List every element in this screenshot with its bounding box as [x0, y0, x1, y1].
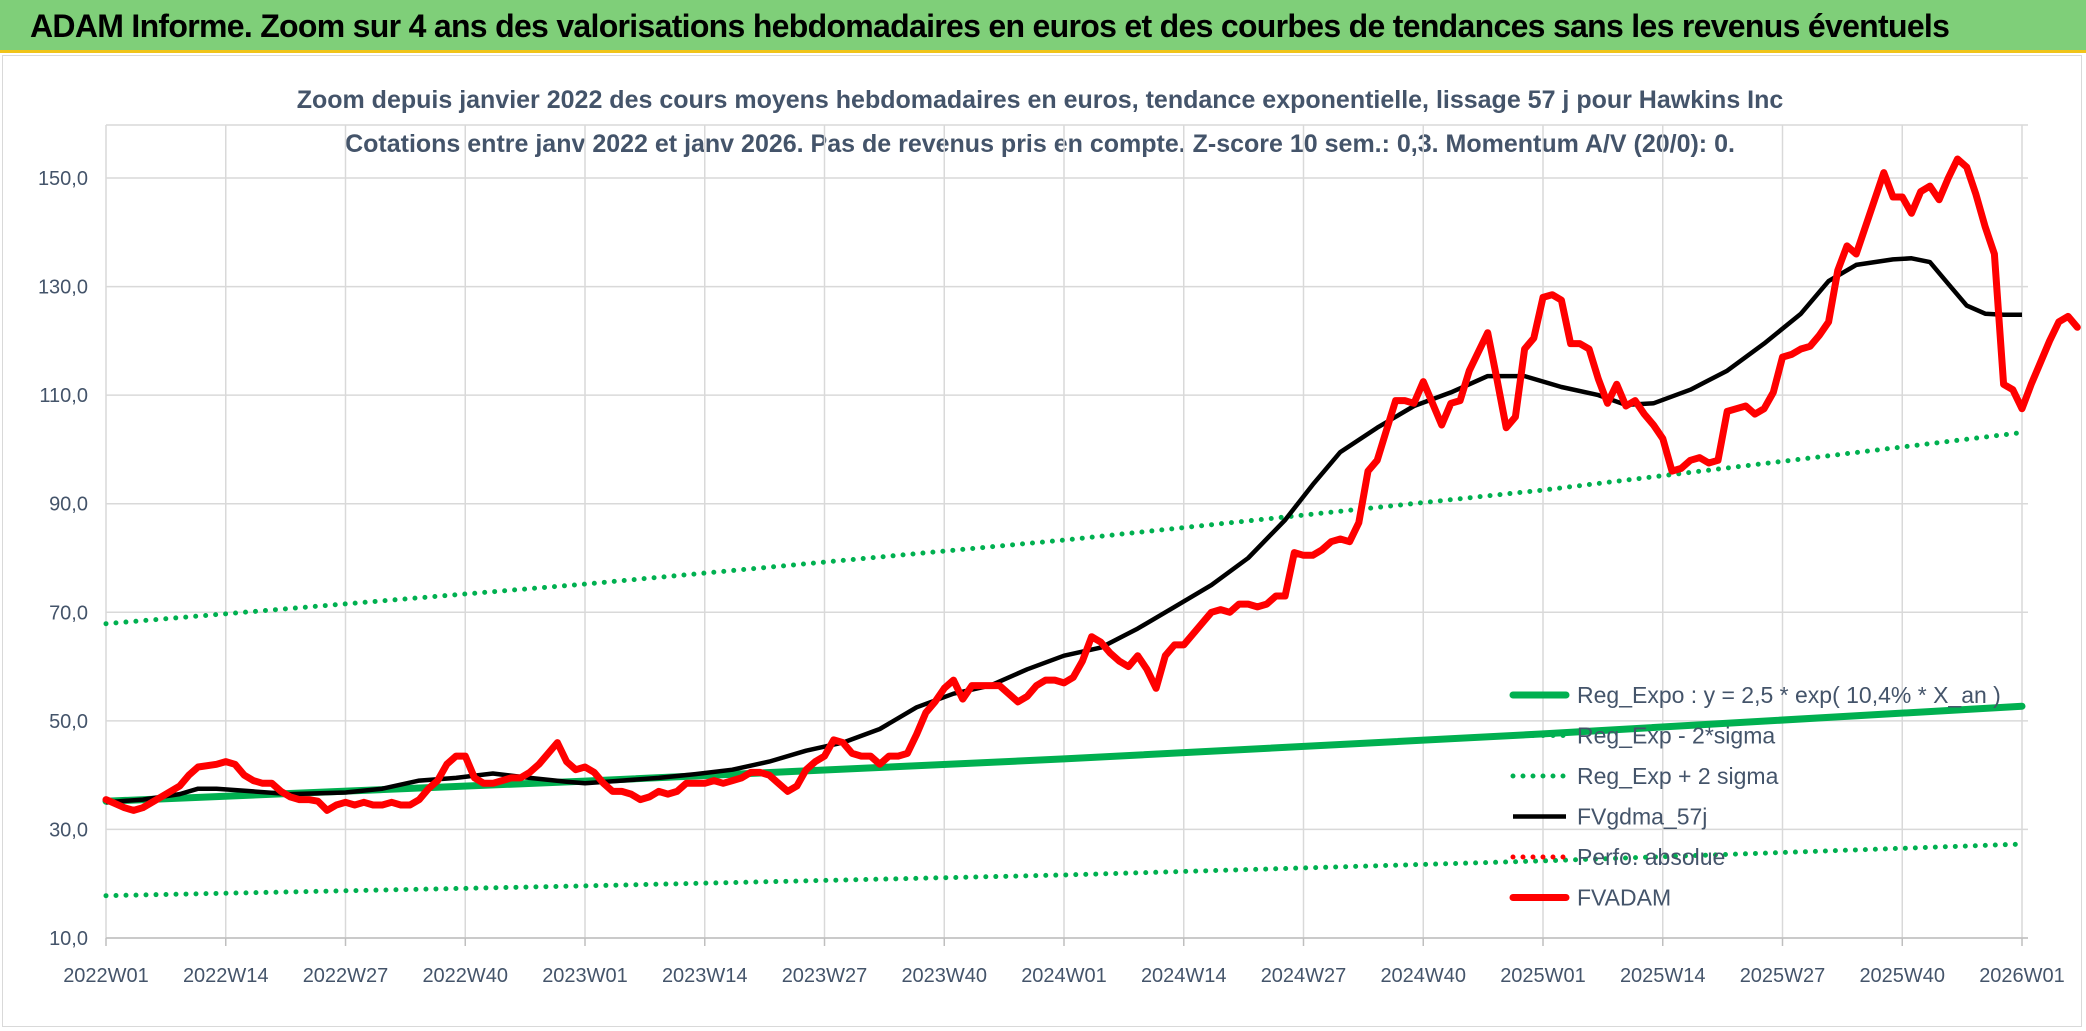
- x-tick-label: 2023W14: [662, 965, 748, 987]
- y-tick-label: 30,0: [49, 819, 88, 841]
- x-tick-label: 2025W14: [1620, 965, 1706, 987]
- x-tick-label: 2023W27: [782, 965, 868, 987]
- series-line-reg-exp-2-sigma: [103, 430, 2025, 627]
- x-tick-label: 2022W01: [63, 965, 149, 987]
- chart-title-line1: Zoom depuis janvier 2022 des cours moyen…: [297, 86, 1784, 114]
- legend-label: Reg_Exp + 2 sigma: [1577, 763, 1779, 789]
- header-banner: ADAM Informe. Zoom sur 4 ans des valoris…: [0, 0, 2086, 53]
- x-tick-label: 2022W40: [422, 965, 508, 987]
- chart-title-line2: Cotations entre janv 2022 et janv 2026. …: [345, 130, 1735, 158]
- series-line-reg-exp-2-sigma: [103, 841, 2025, 899]
- x-axis: 2022W01 2022W14 2022W27 2022W40 2023W01 2023W…: [63, 937, 2065, 987]
- y-tick-label: 130,0: [38, 277, 88, 299]
- legend-label: Reg_Exp - 2*sigma: [1577, 723, 1775, 749]
- y-tick-label: 110,0: [39, 385, 88, 407]
- y-tick-label: 70,0: [49, 602, 88, 624]
- x-tick-label: 2023W01: [542, 965, 628, 987]
- x-tick-label: 2024W14: [1141, 965, 1227, 987]
- legend-label: FVgdma_57j: [1577, 804, 1707, 830]
- x-tick-label: 2022W14: [183, 965, 269, 987]
- legend: Reg_Expo : y = 2,5 * exp( 10,4% * X_an )…: [1509, 682, 2001, 911]
- y-axis: 10,0 30,0 50,0 70,0 90,0 110,0 130,0 150,0: [38, 168, 88, 950]
- y-tick-label: 10,0: [49, 928, 88, 950]
- series-line-fvgdma-57j: [105, 256, 2022, 805]
- x-tick-label: 2025W27: [1740, 965, 1826, 987]
- x-tick-label: 2024W01: [1021, 965, 1107, 987]
- y-tick-label: 90,0: [49, 494, 88, 516]
- x-tick-label: 2025W01: [1500, 965, 1586, 987]
- chart-frame: [2, 55, 2082, 1027]
- x-tick-label: 2023W40: [901, 965, 987, 987]
- y-tick-label: 50,0: [49, 711, 88, 733]
- x-tick-label: 2024W40: [1380, 965, 1466, 987]
- legend-label: FVADAM: [1577, 885, 1671, 911]
- series-lines: [102, 155, 2081, 899]
- legend-label: Perfo. absolue: [1577, 844, 1725, 870]
- series-line-fvadam: [102, 155, 2081, 814]
- y-tick-label: 150,0: [38, 168, 88, 190]
- gridlines: [105, 124, 2028, 939]
- x-tick-label: 2026W01: [1979, 965, 2065, 987]
- legend-label: Reg_Expo : y = 2,5 * exp( 10,4% * X_an ): [1577, 682, 2001, 708]
- x-tick-label: 2024W27: [1261, 965, 1347, 987]
- x-tick-label: 2025W40: [1859, 965, 1945, 987]
- banner-title: ADAM Informe. Zoom sur 4 ans des valoris…: [30, 8, 1950, 44]
- x-tick-label: 2022W27: [303, 965, 389, 987]
